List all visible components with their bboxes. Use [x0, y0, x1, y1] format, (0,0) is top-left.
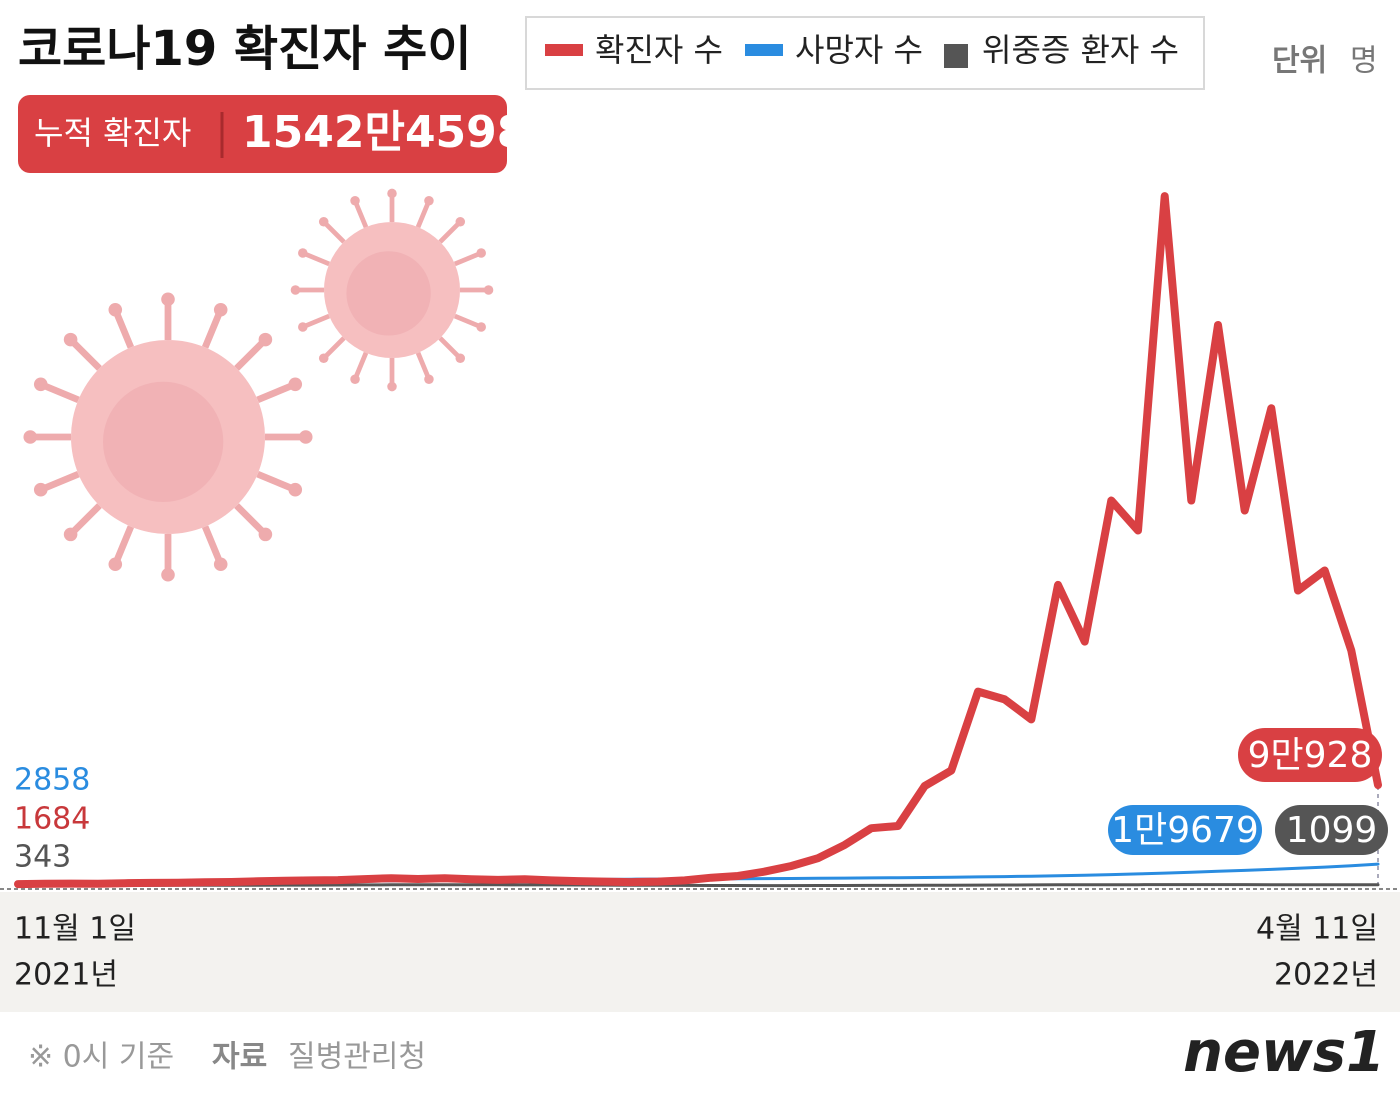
start-value-label: 1684 [14, 802, 90, 837]
virus-tip [63, 332, 78, 347]
x-axis-band [0, 892, 1400, 1012]
virus-spike [256, 382, 293, 404]
virus-spike [113, 312, 135, 349]
virus-spike [256, 470, 293, 492]
end-label-pill [1275, 805, 1388, 855]
virus-core [346, 251, 431, 336]
logo: news1 [1183, 1020, 1385, 1085]
virus-spike [70, 503, 102, 535]
end-year: 2022년 [1274, 958, 1378, 993]
legend-label: 확진자 수 [595, 31, 723, 69]
virus-tip [424, 374, 434, 384]
virus-illustration [23, 188, 494, 582]
virus-tip [108, 557, 123, 572]
legend-marker [944, 44, 968, 68]
legend-label: 사망자 수 [795, 31, 923, 69]
source-value: 질병관리청 [288, 1040, 426, 1075]
virus-tip [258, 332, 273, 347]
virus-tip [298, 248, 308, 258]
virus-spike [453, 251, 480, 267]
virus-spike [323, 336, 346, 359]
virus-spike [234, 503, 266, 535]
virus-tip [455, 216, 466, 227]
cumulative-badge [18, 95, 507, 173]
virus-tip [23, 430, 38, 444]
virus-tip [290, 285, 301, 295]
virus-tip [213, 302, 228, 317]
virus-body [324, 222, 460, 358]
end-value-label: 1099 [1286, 810, 1378, 851]
virus-tip [476, 322, 486, 332]
virus-spike [438, 221, 461, 244]
cumulative-label: 누적 확진자 [34, 114, 191, 152]
virus-tip [455, 353, 466, 364]
legend-marker [745, 44, 783, 56]
virus-tip [476, 248, 486, 258]
virus-spike [353, 351, 369, 378]
virus-tip [288, 482, 303, 497]
virus-tip [33, 377, 48, 392]
virus-spike [234, 339, 266, 371]
virus-spike [201, 525, 223, 562]
virus-spike [43, 470, 80, 492]
virus-tip [350, 374, 360, 384]
virus-spike [453, 313, 480, 329]
virus-tip [161, 292, 175, 307]
virus-spike [43, 382, 80, 404]
virus-tip [288, 377, 303, 392]
virus-spike [201, 312, 223, 349]
unit-value: 명 [1350, 44, 1378, 79]
virus-spike [304, 313, 331, 329]
x-tick-label: 4월 11일 [1256, 912, 1378, 947]
virus-spike [438, 336, 461, 359]
virus-tip [63, 527, 78, 542]
virus-spike [323, 221, 346, 244]
footnote: ※ 0시 기준 [28, 1040, 174, 1075]
virus-tip [298, 322, 308, 332]
virus-tip [424, 196, 434, 206]
x-tick-label: 11월 1일 [14, 912, 136, 947]
virus-tip [318, 216, 329, 227]
end-label-pill [1238, 728, 1382, 782]
virus-spike [353, 202, 369, 229]
virus-tip [387, 188, 397, 199]
virus-tip [318, 353, 329, 364]
start-value-label: 2858 [14, 763, 90, 798]
virus-core [103, 381, 224, 502]
virus-tip [213, 557, 228, 572]
series-line [14, 192, 1382, 889]
end-value-label: 9만928 [1248, 735, 1373, 776]
virus-tip [350, 196, 360, 206]
virus-spike [415, 202, 431, 229]
end-label-pill [1108, 805, 1262, 855]
virus-tip [33, 482, 48, 497]
legend-label: 위중증 환자 수 [982, 31, 1179, 69]
legend-marker [545, 44, 583, 56]
virus-tip [108, 302, 123, 317]
virus-spike [304, 251, 331, 267]
end-value-label: 1만9679 [1111, 810, 1259, 851]
virus-spike [70, 339, 102, 371]
virus-tip [387, 381, 397, 392]
unit-label: 단위 [1272, 44, 1327, 79]
virus-tip [298, 430, 313, 444]
source-label: 자료 [212, 1040, 267, 1075]
virus-spike [415, 351, 431, 378]
start-value-label: 343 [14, 840, 71, 875]
virus-tip [161, 567, 175, 582]
virus-tip [258, 527, 273, 542]
chart-title: 코로나19 확진자 추이 [18, 21, 472, 77]
virus-body [71, 340, 265, 534]
virus-tip [483, 285, 494, 295]
legend-box [525, 16, 1205, 90]
virus-spike [113, 525, 135, 562]
start-year: 2021년 [14, 958, 118, 993]
cumulative-value: 1542만4598 [242, 107, 527, 158]
